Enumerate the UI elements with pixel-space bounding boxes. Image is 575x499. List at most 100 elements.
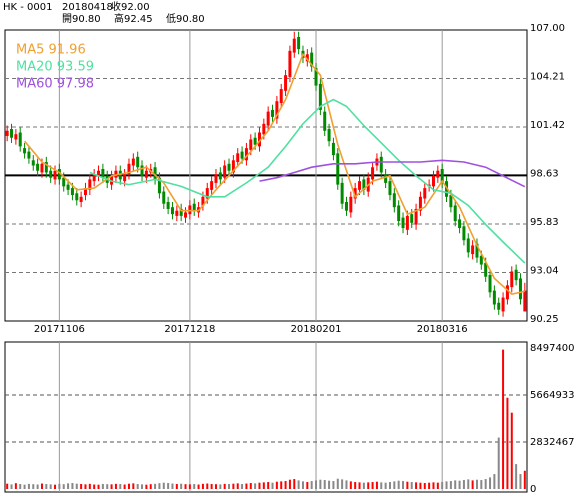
volume-bar	[36, 484, 39, 489]
volume-bar	[123, 484, 126, 489]
candle-body	[136, 156, 140, 168]
y-tick-label: 5664933	[530, 390, 575, 401]
candle-body	[297, 36, 301, 50]
volume-bar	[232, 483, 235, 489]
candle-body	[257, 132, 261, 147]
volume-bar	[249, 483, 252, 489]
volume-bar	[432, 482, 435, 489]
candle-body	[318, 83, 322, 110]
candle-body	[57, 168, 61, 180]
candle-body	[358, 181, 362, 190]
volume-bar	[315, 480, 318, 489]
volume-bar	[54, 484, 57, 489]
volume-bar	[88, 483, 91, 489]
candle-body	[362, 179, 366, 190]
volume-bar	[97, 484, 100, 489]
candle-body	[462, 226, 466, 241]
x-tick-label: 20180316	[417, 324, 468, 335]
candle-body	[440, 168, 444, 183]
volume-bar	[345, 480, 348, 489]
volume-bar	[354, 482, 357, 489]
candle-body	[236, 153, 240, 163]
volume-bar	[458, 480, 461, 489]
candle-body	[131, 158, 135, 166]
candle-body	[214, 174, 218, 183]
candle-body	[471, 245, 475, 255]
volume-bar	[454, 480, 457, 489]
volume-bar	[188, 484, 191, 489]
volume-bar	[254, 483, 257, 489]
ma-line	[259, 159, 526, 188]
volume-bar	[119, 484, 122, 489]
volume-bar	[84, 484, 87, 489]
ma-line	[89, 98, 526, 264]
candle-body	[70, 188, 74, 196]
stock-code: HK - 0001	[3, 2, 53, 13]
volume-bar	[449, 481, 452, 489]
volume-bar	[184, 484, 187, 489]
volume-bar	[471, 480, 474, 489]
candle-body	[23, 148, 27, 154]
x-tick-label: 20171218	[164, 324, 215, 335]
volume-bar	[293, 479, 296, 489]
volume-bar	[149, 484, 152, 489]
volume-bar	[510, 412, 513, 489]
candle-body	[240, 151, 244, 159]
volume-bar	[519, 474, 522, 489]
volume-bar	[67, 483, 70, 489]
volume-bar	[214, 484, 217, 489]
candle-body	[205, 188, 209, 199]
volume-bar	[136, 484, 139, 489]
candle-body	[336, 153, 340, 185]
volume-bar	[406, 481, 409, 489]
volume-bar	[358, 482, 361, 489]
volume-bar	[380, 482, 383, 489]
volume-bar	[402, 481, 405, 489]
candle-body	[414, 208, 418, 225]
volume-bar	[258, 482, 261, 489]
candle-body	[75, 193, 79, 201]
volume-bar	[384, 482, 387, 489]
volume-bar	[167, 483, 170, 489]
candle-body	[18, 132, 22, 147]
volume-bar	[32, 484, 35, 489]
legend-entry: MA60 97.98	[16, 77, 94, 92]
volume-bar	[262, 482, 265, 489]
volume-bar	[388, 482, 391, 489]
candle-body	[62, 177, 66, 187]
candle-body	[488, 274, 492, 293]
volume-bar	[171, 483, 174, 489]
volume-bar	[6, 483, 9, 489]
candle-body	[140, 165, 144, 176]
y-tick-label: 2832467	[530, 437, 575, 448]
volume-bar	[106, 484, 109, 489]
candle-body	[331, 142, 335, 156]
volume-bar	[419, 482, 422, 489]
volume-bar	[502, 349, 505, 489]
volume-bar	[219, 484, 222, 489]
volume-bar	[297, 480, 300, 489]
candle-body	[31, 160, 35, 166]
candle-body	[518, 278, 522, 300]
candle-body	[157, 177, 161, 194]
volume-bar	[267, 482, 270, 489]
volume-bar	[467, 479, 470, 489]
volume-bar	[275, 481, 278, 489]
candle-body	[436, 170, 440, 178]
candle-body	[188, 205, 192, 215]
volume-bar	[280, 481, 283, 489]
candle-body	[271, 109, 275, 117]
open-price: 開90.80	[62, 13, 101, 25]
candle-body	[423, 188, 427, 199]
volume-bar	[206, 483, 209, 489]
candle-body	[170, 207, 174, 215]
candle-body	[484, 262, 488, 277]
volume-bar	[162, 482, 165, 489]
volume-bar	[441, 482, 444, 489]
volume-bar	[197, 484, 200, 489]
volume-bar	[223, 483, 226, 489]
candle-body	[53, 170, 57, 180]
volume-bar	[193, 484, 196, 489]
candle-body	[101, 168, 105, 178]
volume-bar	[484, 479, 487, 489]
